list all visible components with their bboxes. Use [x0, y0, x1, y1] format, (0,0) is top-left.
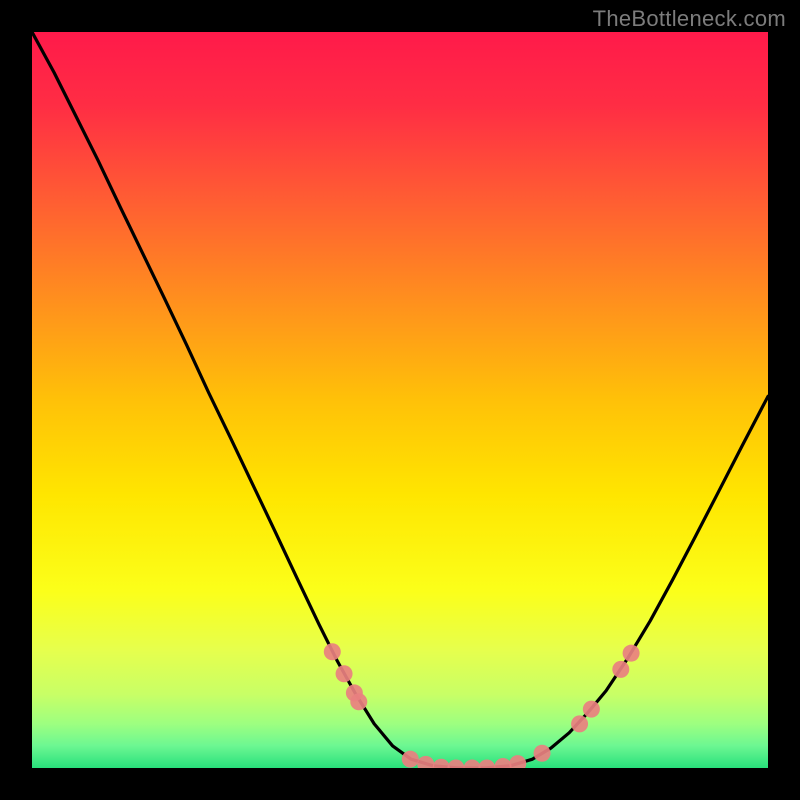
- curve-marker: [583, 701, 600, 718]
- curve-marker: [350, 693, 367, 710]
- watermark-text: TheBottleneck.com: [593, 6, 786, 32]
- curve-marker: [623, 645, 640, 662]
- curve-marker: [534, 745, 551, 762]
- curve-marker: [571, 715, 588, 732]
- curve-marker: [478, 760, 495, 769]
- curve-marker: [402, 751, 419, 768]
- curve-marker: [464, 760, 481, 769]
- plot-area: [32, 32, 768, 768]
- curve-path: [32, 32, 768, 768]
- bottleneck-curve: [32, 32, 768, 768]
- curve-marker: [336, 665, 353, 682]
- curve-marker: [495, 758, 512, 768]
- chart-frame: TheBottleneck.com: [0, 0, 800, 800]
- curve-marker: [324, 643, 341, 660]
- curve-marker: [509, 755, 526, 768]
- curve-marker: [417, 756, 434, 768]
- curve-marker: [433, 759, 450, 768]
- curve-marker: [612, 661, 629, 678]
- curve-marker: [447, 760, 464, 769]
- markers-group: [324, 643, 640, 768]
